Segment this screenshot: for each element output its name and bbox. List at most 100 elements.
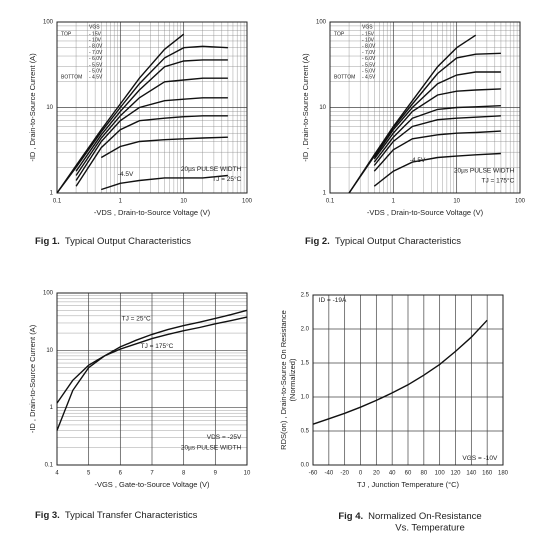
annotation: TJ = 25°C xyxy=(212,175,241,183)
legend-top: TOP xyxy=(61,31,72,37)
x-axis-label: TJ , Junction Temperature (°C) xyxy=(357,480,460,489)
x-tick-label: 20 xyxy=(373,471,380,477)
series-label: TJ = 175°C xyxy=(141,342,174,350)
series-line xyxy=(56,309,248,431)
legend-entry: - 10V xyxy=(89,38,102,44)
annotation: 20µs PULSE WIDTH xyxy=(181,166,242,173)
series-line xyxy=(100,136,228,159)
legend-title: VGS xyxy=(89,24,100,30)
y-tick-label: 1 xyxy=(50,191,54,197)
y-axis-label: RDS(on) , Drain-to-Source On Resistance xyxy=(279,310,288,450)
x-tick-label: 4 xyxy=(55,471,59,477)
series-line xyxy=(373,71,501,158)
series-line xyxy=(373,115,501,166)
y-tick-label: 1 xyxy=(50,405,54,411)
x-tick-label: 60 xyxy=(405,471,412,477)
series-line xyxy=(373,88,501,160)
annotation: VGS = -10V xyxy=(462,455,498,462)
annotation: ID = -19A xyxy=(319,297,347,304)
legend-entry: - 5.5V xyxy=(362,62,376,68)
annotation: -4.5V xyxy=(118,171,134,178)
legend-entry: - 5.0V xyxy=(362,69,376,75)
figure-caption: Fig 2. Typical Output Characteristics xyxy=(305,236,461,247)
plot-frame xyxy=(56,21,248,194)
annotation: VDS = -25V xyxy=(207,434,242,441)
x-tick-label: 1 xyxy=(392,199,396,205)
x-tick-label: -40 xyxy=(324,471,333,477)
legend-entry: - 6.0V xyxy=(362,56,376,62)
legend-entry: - 15V xyxy=(362,31,375,37)
plot-frame xyxy=(56,292,248,466)
legend-entry: - 8.0V xyxy=(89,44,103,50)
x-axis-label: -VDS , Drain-to-Source Voltage (V) xyxy=(367,208,484,217)
caption-text: Typical Output Characteristics xyxy=(335,236,461,247)
series-label: TJ = 25°C xyxy=(122,315,151,323)
legend-title: VGS xyxy=(362,24,373,30)
x-tick-label: 40 xyxy=(389,471,396,477)
x-tick-label: 0.1 xyxy=(326,199,335,205)
legend-entry: - 15V xyxy=(89,31,102,37)
x-tick-label: -20 xyxy=(340,471,349,477)
caption-text: Typical Transfer Characteristics xyxy=(65,510,198,521)
x-tick-label: 100 xyxy=(435,471,446,477)
legend-bottom: BOTTOM xyxy=(61,75,82,81)
y-tick-label: 100 xyxy=(43,291,54,297)
legend-entry: - 7.0V xyxy=(89,50,103,56)
y-tick-label: 0.1 xyxy=(45,463,54,469)
series-line xyxy=(56,45,228,194)
y-tick-label: 0.0 xyxy=(301,463,310,469)
y-tick-label: 1.5 xyxy=(301,361,310,367)
y-tick-label: 10 xyxy=(46,348,53,354)
y-axis-label: -ID , Drain-to-Source Current (A) xyxy=(28,53,37,162)
x-tick-label: 10 xyxy=(180,199,187,205)
y-tick-label: 10 xyxy=(46,105,53,111)
series-line xyxy=(373,105,501,163)
series-line xyxy=(373,130,501,172)
y-tick-label: 100 xyxy=(43,20,54,26)
legend-entry: - 8.0V xyxy=(362,44,376,50)
series-line xyxy=(75,115,228,187)
y-tick-label: 1 xyxy=(323,191,327,197)
figure-caption: Fig 1. Typical Output Characteristics xyxy=(35,236,191,247)
figure-number: Fig 1. xyxy=(35,236,60,247)
figure-caption: Fig 4. Normalized On-Resistance xyxy=(338,511,481,522)
series-line xyxy=(56,33,185,194)
chart: 0.1 1 10 100 1 10 100 VGS TOP - 15V- 10V- 8.0V- 7… xyxy=(28,20,253,247)
series-line xyxy=(56,316,248,404)
legend-entry: - 5.0V xyxy=(89,69,103,75)
annotation: 20µs PULSE WIDTH xyxy=(454,167,515,174)
legend-entry: - 7.0V xyxy=(362,50,376,56)
x-tick-label: 160 xyxy=(482,471,493,477)
x-tick-label: 0 xyxy=(359,471,363,477)
y-tick-label: 2.0 xyxy=(301,327,310,333)
chart: 4 5 6 7 8 9 10 0.1 1 10 100 TJ = 25°C TJ = 175°C VDS … xyxy=(28,291,251,521)
series-line xyxy=(101,174,228,191)
x-tick-label: 100 xyxy=(515,199,526,205)
legend-entry: - 6.0V xyxy=(89,56,103,62)
x-tick-label: 140 xyxy=(466,471,477,477)
x-tick-label: 120 xyxy=(450,471,461,477)
y-tick-label: 10 xyxy=(319,105,326,111)
plot-frame xyxy=(312,294,504,466)
y-axis-label: (Normalized) xyxy=(288,358,297,401)
series-line xyxy=(348,52,501,194)
y-tick-label: 1.0 xyxy=(301,395,310,401)
chart: -60 -40 -20 0 20 40 60 80 100 120 140 160 180 0.0 0.5 1… xyxy=(279,293,509,534)
x-tick-label: 180 xyxy=(498,471,509,477)
legend-entry: - 4.5V xyxy=(362,75,376,81)
legend-entry: - 10V xyxy=(362,38,375,44)
caption-text: Normalized On-Resistance xyxy=(368,511,482,522)
x-tick-label: 5 xyxy=(87,471,91,477)
series-line xyxy=(75,59,228,172)
x-tick-label: 10 xyxy=(244,471,251,477)
y-tick-label: 100 xyxy=(316,20,327,26)
legend-bottom: BOTTOM xyxy=(334,75,355,81)
figure-caption-line: Vs. Temperature xyxy=(395,523,465,534)
legend-entry: - 4.5V xyxy=(89,75,103,81)
y-axis-label: -ID , Drain-to-Source Current (A) xyxy=(301,53,310,162)
series-line xyxy=(312,319,488,425)
annotation: -4.5V xyxy=(410,157,426,164)
x-tick-label: 10 xyxy=(453,199,460,205)
caption-text: Typical Output Characteristics xyxy=(65,236,191,247)
